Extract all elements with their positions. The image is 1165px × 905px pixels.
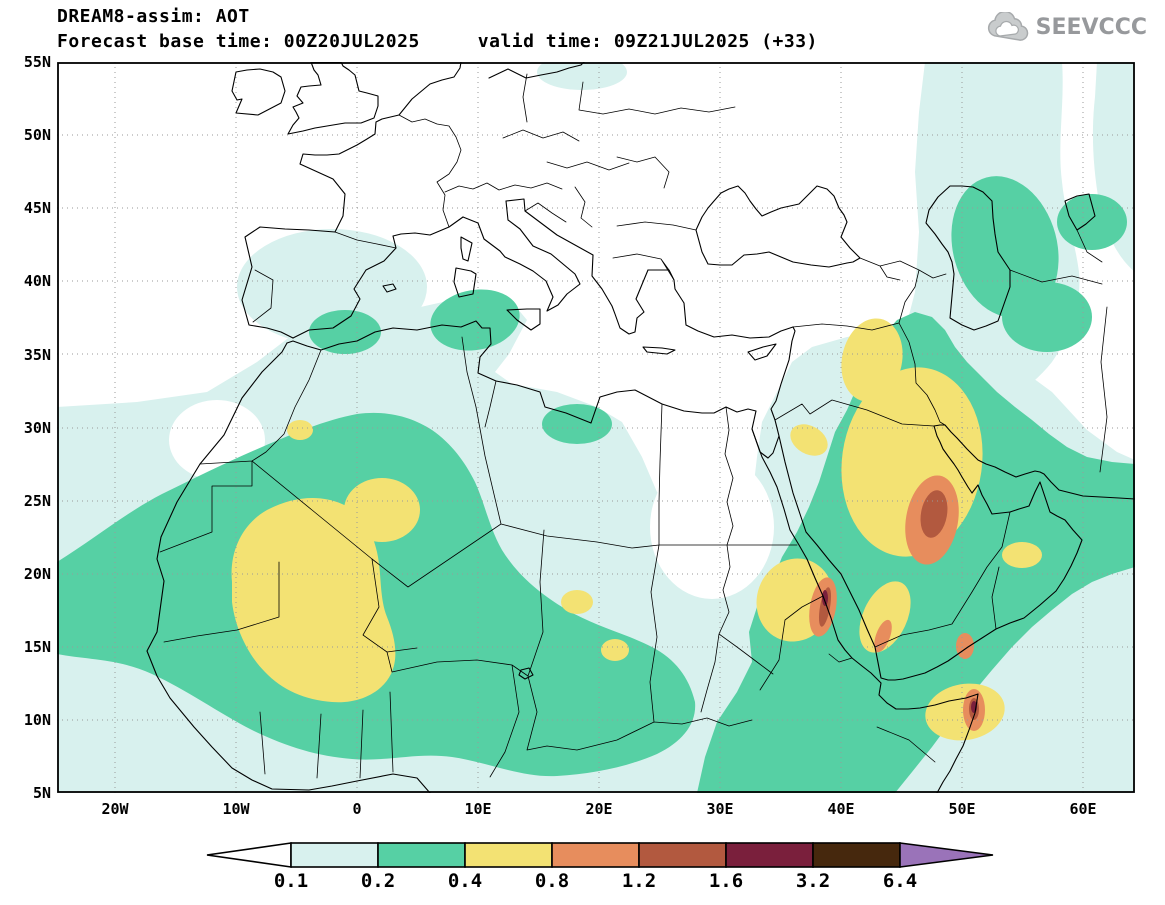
colorbar-canvas <box>206 842 994 868</box>
lat-label: 35N <box>23 346 51 364</box>
lon-label: 20E <box>585 800 613 818</box>
colorbar-tick: 0.4 <box>447 870 483 892</box>
colorbar-tick: 1.2 <box>621 870 657 892</box>
map-frame <box>57 62 1135 793</box>
colorbar-seg-1 <box>290 842 379 868</box>
lat-label: 50N <box>23 126 51 144</box>
subtitle-row: Forecast base time: 00Z20JUL2025 valid t… <box>57 31 818 52</box>
graticule <box>57 62 1135 793</box>
colorbar-arrow-right <box>899 842 994 868</box>
map-canvas <box>57 54 1136 794</box>
colorbar-arrow-left <box>206 842 292 868</box>
colorbar-tick: 3.2 <box>795 870 831 892</box>
colorbar-seg-3 <box>464 842 553 868</box>
aot-fill-0p4 <box>231 318 1042 741</box>
map-area <box>57 54 1136 794</box>
seevccc-logo: SEEVCCC <box>986 12 1147 42</box>
valid-time-text: valid time: 09Z21JUL2025 (+33) <box>477 31 818 52</box>
lat-label: 45N <box>23 199 51 217</box>
colorbar-tick: 0.2 <box>360 870 396 892</box>
lon-label: 10E <box>464 800 492 818</box>
coastlines <box>146 61 1136 794</box>
colorbar-tick: 0.8 <box>534 870 570 892</box>
colorbar-tick: 0.1 <box>273 870 309 892</box>
logo-text: SEEVCCC <box>1035 14 1147 40</box>
lat-label: 10N <box>23 711 51 729</box>
base-time-text: Forecast base time: 00Z20JUL2025 <box>57 31 420 52</box>
colorbar-seg-7 <box>812 842 901 868</box>
lat-label: 15N <box>23 638 51 656</box>
lat-label: 25N <box>23 492 51 510</box>
lon-label: 10W <box>222 800 250 818</box>
colorbar-seg-5 <box>638 842 727 868</box>
lat-label: 20N <box>23 565 51 583</box>
page-title: DREAM8-assim: AOT <box>57 6 250 27</box>
colorbar-tick: 6.4 <box>882 870 918 892</box>
country-borders <box>159 73 1108 779</box>
lon-label: 50E <box>948 800 976 818</box>
lat-label: 5N <box>32 784 51 802</box>
colorbar-seg-4 <box>551 842 640 868</box>
colorbar-seg-6 <box>725 842 814 868</box>
cloud-icon <box>987 12 1028 41</box>
lon-label: 20W <box>101 800 129 818</box>
lat-label: 30N <box>23 419 51 437</box>
lat-label: 40N <box>23 272 51 290</box>
colorbar-tick: 1.6 <box>708 870 744 892</box>
lon-label: 0 <box>352 800 362 818</box>
lon-label: 40E <box>827 800 855 818</box>
colorbar <box>205 841 995 875</box>
lon-label: 30E <box>706 800 734 818</box>
lat-label: 55N <box>23 53 51 71</box>
colorbar-seg-2 <box>377 842 466 868</box>
lon-label: 60E <box>1069 800 1097 818</box>
